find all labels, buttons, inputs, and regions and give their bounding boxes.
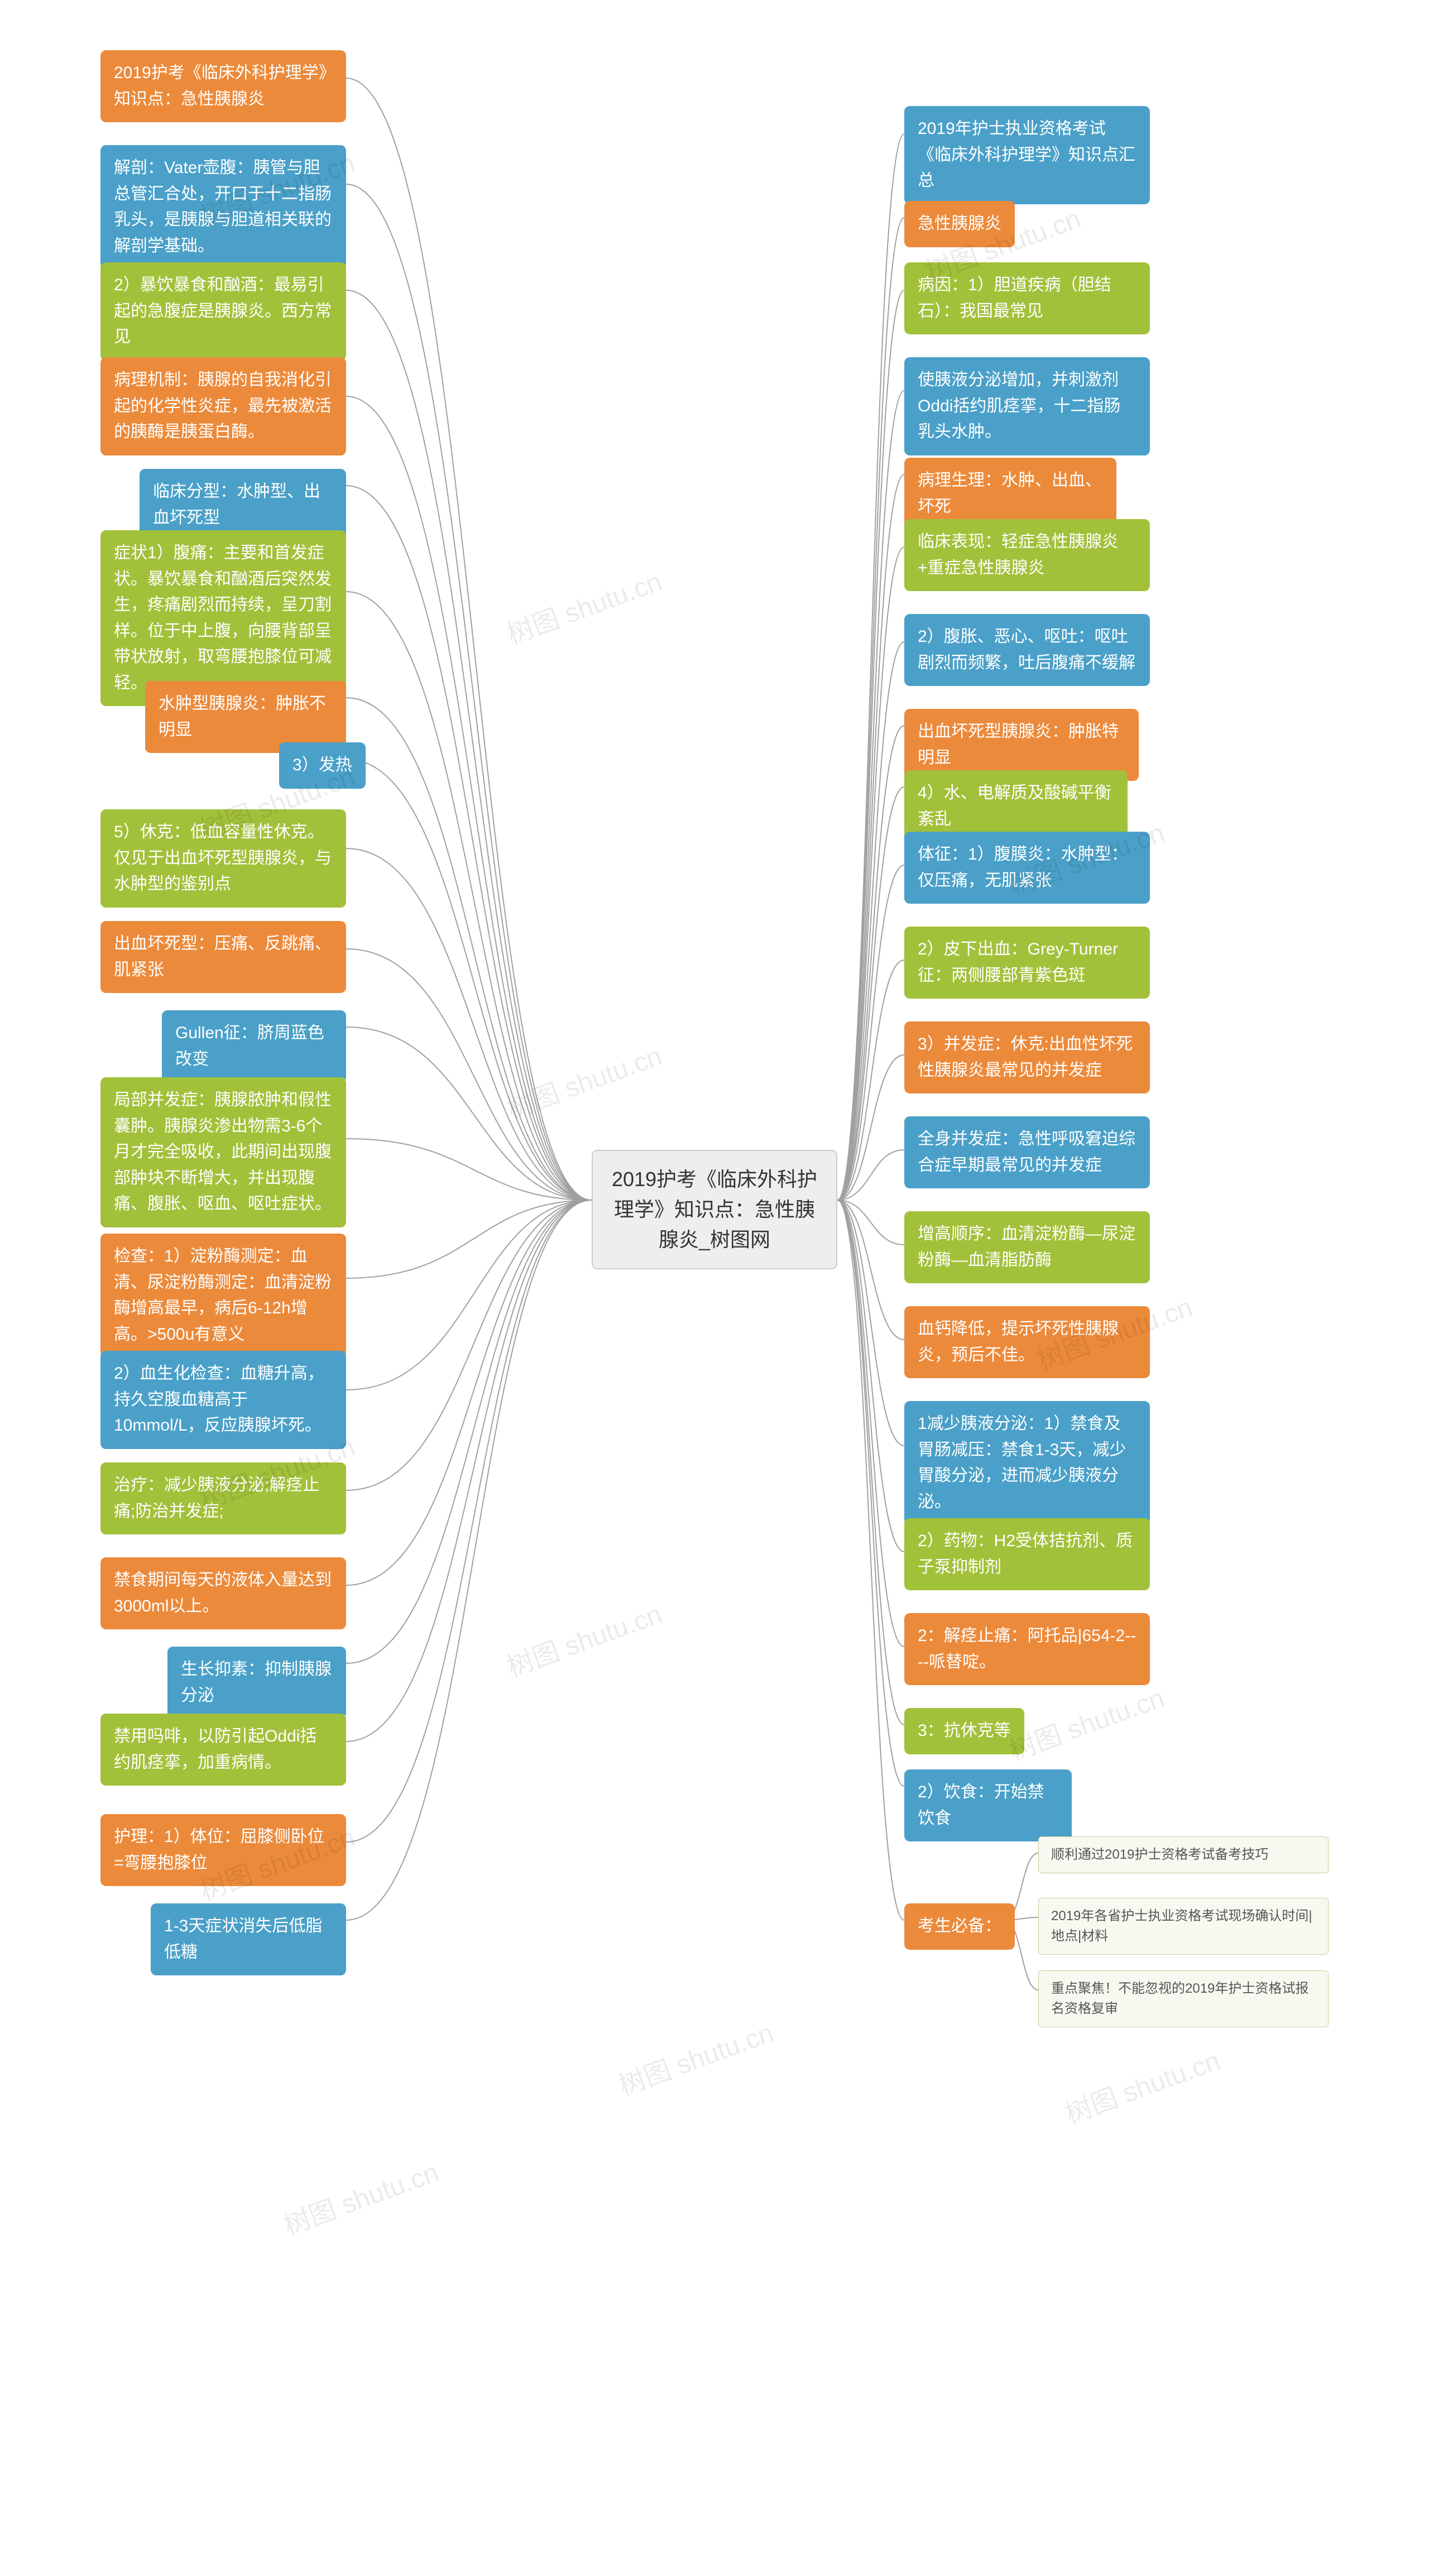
left-node-L17: 生长抑素：抑制胰腺分泌	[167, 1647, 346, 1719]
right-node-R12: 3）并发症：休克:出血性坏死性胰腺炎最常见的并发症	[904, 1021, 1150, 1093]
watermark: 树图 shutu.cn	[501, 1034, 666, 1126]
left-node-L8: 3）发热	[279, 742, 366, 789]
right-node-R15: 血钙降低，提示坏死性胰腺炎，预后不佳。	[904, 1306, 1150, 1378]
right-node-R4: 使胰液分泌增加，并刺激剂Oddi括约肌痉挛，十二指肠乳头水肿。	[904, 357, 1150, 455]
right-node-R1: 2019年护士执业资格考试《临床外科护理学》知识点汇总	[904, 106, 1150, 204]
right-node-R3: 病因：1）胆道疾病（胆结石）：我国最常见	[904, 262, 1150, 334]
right-node-R2: 急性胰腺炎	[904, 201, 1015, 247]
left-node-L10: 出血坏死型：压痛、反跳痛、肌紧张	[100, 921, 346, 993]
left-node-L13: 检查：1）淀粉酶测定：血清、尿淀粉酶测定：血清淀粉酶增高最早，病后6-12h增高…	[100, 1234, 346, 1357]
left-node-L19: 护理：1）体位：屈膝侧卧位=弯腰抱膝位	[100, 1814, 346, 1886]
sub-node-S3: 重点聚焦！不能忽视的2019年护士资格试报名资格复审	[1038, 1970, 1329, 2027]
left-node-L20: 1-3天症状消失后低脂低糖	[151, 1903, 346, 1975]
left-node-L1: 2019护考《临床外科护理学》知识点：急性胰腺炎	[100, 50, 346, 122]
right-node-R20: 2）饮食：开始禁饮食	[904, 1769, 1072, 1841]
right-node-R17: 2）药物：H2受体拮抗剂、质子泵抑制剂	[904, 1518, 1150, 1590]
watermark: 树图 shutu.cn	[277, 2150, 443, 2242]
left-node-L4: 病理机制：胰腺的自我消化引起的化学性炎症，最先被激活的胰酶是胰蛋白酶。	[100, 357, 346, 455]
watermark: 树图 shutu.cn	[501, 1592, 666, 1684]
sub-node-S2: 2019年各省护士执业资格考试现场确认时间|地点|材料	[1038, 1898, 1329, 1955]
watermark: 树图 shutu.cn	[612, 2011, 778, 2103]
right-node-R6: 临床表现：轻症急性胰腺炎+重症急性胰腺炎	[904, 519, 1150, 591]
right-node-R19: 3：抗休克等	[904, 1708, 1024, 1754]
left-node-L16: 禁食期间每天的液体入量达到3000ml以上。	[100, 1557, 346, 1629]
left-node-L15: 治疗：减少胰液分泌;解痉止痛;防治并发症;	[100, 1462, 346, 1534]
left-node-L2: 解剖：Vater壶腹：胰管与胆总管汇合处，开口于十二指肠乳头，是胰腺与胆道相关联…	[100, 145, 346, 269]
center-node: 2019护考《临床外科护理学》知识点：急性胰腺炎_树图网	[592, 1150, 837, 1269]
right-node-R21: 考生必备：	[904, 1903, 1015, 1950]
right-node-R7: 2）腹胀、恶心、呕吐：呕吐剧烈而频繁，吐后腹痛不缓解	[904, 614, 1150, 686]
mindmap-canvas: 2019护考《临床外科护理学》知识点：急性胰腺炎_树图网 2019护考《临床外科…	[0, 0, 1429, 2576]
right-node-R11: 2）皮下出血：Grey-Turner征：两侧腰部青紫色斑	[904, 927, 1150, 999]
left-node-L14: 2）血生化检查：血糖升高，持久空腹血糖高于10mmol/L，反应胰腺坏死。	[100, 1351, 346, 1449]
left-node-L18: 禁用吗啡，以防引起Oddi括约肌痉挛，加重病情。	[100, 1714, 346, 1786]
right-node-R13: 全身并发症：急性呼吸窘迫综合症早期最常见的并发症	[904, 1116, 1150, 1188]
left-node-L9: 5）休克：低血容量性休克。仅见于出血坏死型胰腺炎，与水肿型的鉴别点	[100, 809, 346, 908]
sub-node-S1: 顺利通过2019护士资格考试备考技巧	[1038, 1836, 1329, 1873]
right-node-R16: 1减少胰液分泌：1）禁食及胃肠减压：禁食1-3天，减少胃酸分泌，进而减少胰液分泌…	[904, 1401, 1150, 1525]
watermark: 树图 shutu.cn	[1059, 2038, 1225, 2131]
watermark: 树图 shutu.cn	[1003, 1676, 1169, 1768]
right-node-R18: 2：解痉止痛：阿托品|654-2----哌替啶。	[904, 1613, 1150, 1685]
center-text: 2019护考《临床外科护理学》知识点：急性胰腺炎_树图网	[612, 1168, 817, 1251]
right-node-R10: 体征：1）腹膜炎：水肿型：仅压痛，无肌紧张	[904, 832, 1150, 904]
watermark: 树图 shutu.cn	[501, 559, 666, 651]
left-node-L3: 2）暴饮暴食和酗酒：最易引起的急腹症是胰腺炎。西方常见	[100, 262, 346, 361]
right-node-R14: 增高顺序：血清淀粉酶—尿淀粉酶—血清脂肪酶	[904, 1211, 1150, 1283]
left-node-L6: 症状1）腹痛：主要和首发症状。暴饮暴食和酗酒后突然发生，疼痛剧烈而持续，呈刀割样…	[100, 530, 346, 706]
left-node-L12: 局部并发症：胰腺脓肿和假性囊肿。胰腺炎渗出物需3-6个月才完全吸收，此期间出现腹…	[100, 1077, 346, 1227]
left-node-L11: Gullen征：脐周蓝色改变	[162, 1010, 346, 1082]
